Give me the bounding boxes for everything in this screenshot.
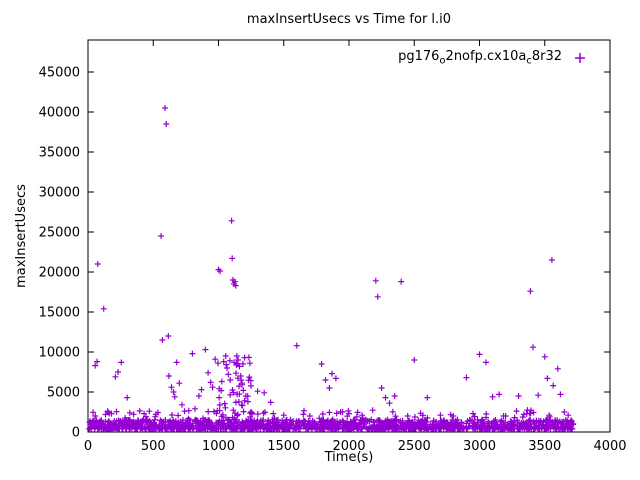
y-axis-label: maxInsertUsecs: [14, 184, 29, 288]
svg-text:20000: 20000: [39, 266, 80, 281]
x-axis-label: Time(s): [324, 450, 374, 465]
svg-text:3000: 3000: [463, 439, 496, 454]
legend: pg176o2nofp.cx10ac8r32: [398, 49, 588, 67]
svg-text:10000: 10000: [39, 346, 80, 361]
svg-text:5000: 5000: [47, 386, 80, 401]
chart-title: maxInsertUsecs vs Time for l.i0: [246, 12, 452, 27]
svg-text:3500: 3500: [528, 439, 561, 454]
svg-text:4000: 4000: [593, 439, 626, 454]
svg-text:0: 0: [84, 439, 92, 454]
legend-series-label: pg176o2nofp.cx10ac8r32: [398, 49, 562, 67]
svg-text:25000: 25000: [39, 226, 80, 241]
svg-text:45000: 45000: [39, 66, 80, 81]
svg-text:40000: 40000: [39, 106, 80, 121]
svg-text:1500: 1500: [267, 439, 300, 454]
svg-text:30000: 30000: [39, 186, 80, 201]
svg-text:0: 0: [72, 426, 80, 441]
svg-text:35000: 35000: [39, 146, 80, 161]
legend-marker-plus-icon: [575, 52, 585, 63]
svg-text:1000: 1000: [202, 439, 235, 454]
svg-text:2500: 2500: [398, 439, 431, 454]
svg-text:15000: 15000: [39, 306, 80, 321]
svg-text:500: 500: [141, 439, 166, 454]
svg-text:2000: 2000: [332, 439, 365, 454]
